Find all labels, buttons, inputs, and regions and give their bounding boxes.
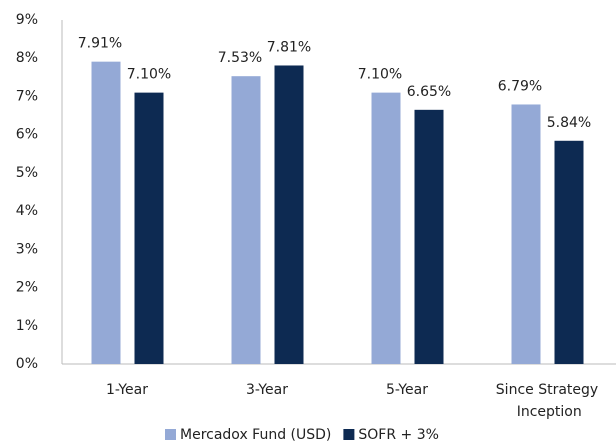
y-tick-label: 0% — [16, 356, 38, 372]
legend-swatch — [343, 429, 355, 440]
y-tick-label: 4% — [16, 203, 38, 219]
y-tick-label: 1% — [16, 318, 38, 334]
x-tick-label: 1-Year — [106, 382, 148, 398]
value-label: 5.84% — [547, 115, 591, 131]
y-tick-label: 8% — [16, 50, 38, 66]
bar — [414, 109, 444, 364]
value-label: 7.53% — [218, 50, 262, 66]
y-tick-label: 5% — [16, 165, 38, 181]
y-tick-label: 9% — [16, 12, 38, 28]
x-tick-label: 5-Year — [386, 382, 428, 398]
bar — [371, 92, 401, 364]
x-tick-label: Since Strategy Inception — [496, 382, 598, 420]
bar — [91, 61, 121, 364]
y-tick-label: 2% — [16, 280, 38, 296]
value-label: 7.10% — [127, 67, 171, 83]
value-label: 6.65% — [407, 84, 451, 100]
value-label: 7.81% — [267, 39, 311, 55]
y-tick-label: 3% — [16, 241, 38, 257]
value-label: 7.91% — [78, 36, 122, 52]
legend-label: Mercadox Fund (USD) — [180, 427, 331, 443]
bar — [511, 104, 541, 365]
x-tick-label: 3-Year — [246, 382, 288, 398]
value-label: 6.79% — [498, 78, 542, 94]
bar — [134, 92, 164, 364]
bar — [231, 76, 261, 364]
y-tick-label: 6% — [16, 127, 38, 143]
value-label: 7.10% — [358, 67, 402, 83]
bar — [554, 140, 584, 364]
y-tick-label: 7% — [16, 88, 38, 104]
bar — [274, 65, 304, 365]
legend-label: SOFR + 3% — [358, 427, 439, 443]
legend-swatch — [165, 429, 176, 440]
